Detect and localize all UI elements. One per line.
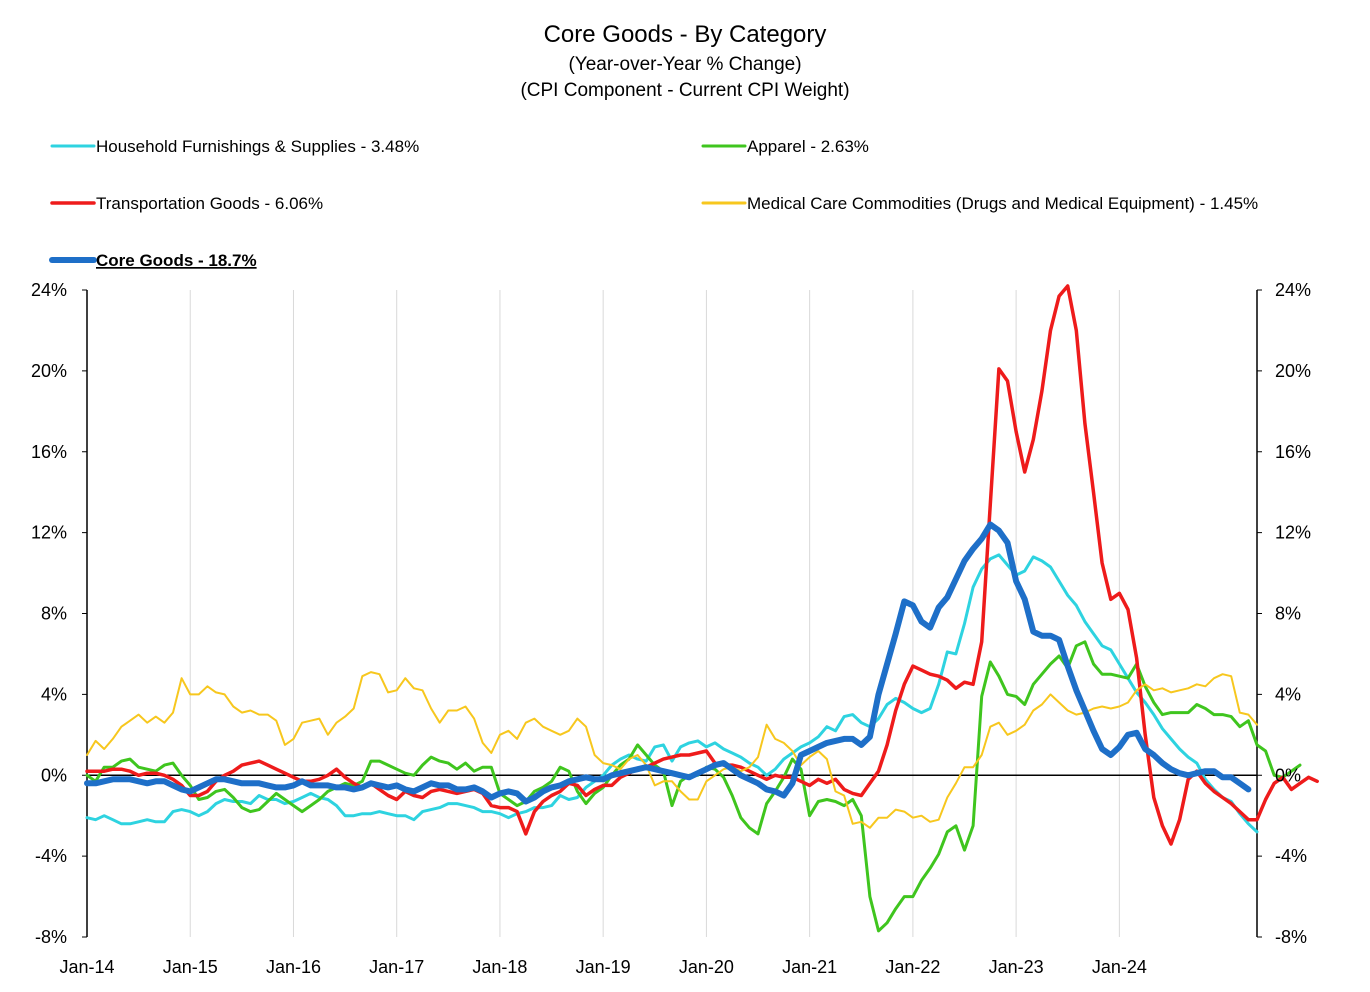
- x-tick-label: Jan-15: [163, 957, 218, 977]
- x-tick-label: Jan-21: [782, 957, 837, 977]
- chart-title: Core Goods - By Category: [544, 21, 827, 48]
- axes: [82, 289, 1262, 938]
- y-tick-label-right: -4%: [1275, 846, 1307, 866]
- legend-label-transportation-goods: Transportation Goods - 6.06%: [96, 194, 323, 213]
- series-line-medical-care-commodities-drugs-and-medical-equipment: [86, 671, 1258, 829]
- series-line-household-furnishings-supplies: [85, 553, 1259, 834]
- legend-label-medical-care-commodities-drugs-and-medical-equipment: Medical Care Commodities (Drugs and Medi…: [747, 194, 1258, 213]
- y-tick-label-right: 8%: [1275, 604, 1301, 624]
- chart-subtitle-line-1: (Year-over-Year % Change): [568, 54, 801, 75]
- legend-label-household-furnishings-supplies: Household Furnishings & Supplies - 3.48%: [96, 137, 419, 156]
- gridlines: [189, 290, 1120, 937]
- series-line-transportation-goods: [85, 284, 1319, 846]
- y-tick-label-left: 20%: [31, 361, 67, 381]
- x-tick-label: Jan-14: [59, 957, 114, 977]
- y-tick-label-left: 4%: [41, 684, 67, 704]
- x-tick-label: Jan-24: [1092, 957, 1147, 977]
- y-tick-label-left: 8%: [41, 604, 67, 624]
- y-tick-label-left: -8%: [35, 927, 67, 947]
- legend: Household Furnishings & Supplies - 3.48%…: [49, 137, 1258, 270]
- legend-label-apparel: Apparel - 2.63%: [747, 137, 869, 156]
- y-tick-label-right: 20%: [1275, 361, 1311, 381]
- x-tick-label: Jan-20: [679, 957, 734, 977]
- y-tick-label-right: 4%: [1275, 684, 1301, 704]
- y-tick-label-left: -4%: [35, 846, 67, 866]
- y-tick-label-right: 12%: [1275, 523, 1311, 543]
- x-tick-label: Jan-19: [576, 957, 631, 977]
- y-tick-label-left: 12%: [31, 523, 67, 543]
- x-tick-label: Jan-18: [472, 957, 527, 977]
- y-tick-label-right: 24%: [1275, 280, 1311, 300]
- x-tick-label: Jan-23: [989, 957, 1044, 977]
- x-tick-label: Jan-17: [369, 957, 424, 977]
- x-tick-label: Jan-16: [266, 957, 321, 977]
- legend-label-core-goods: Core Goods - 18.7%: [96, 251, 257, 270]
- y-tick-label-left: 24%: [31, 280, 67, 300]
- series-line-core-goods: [84, 521, 1252, 805]
- y-tick-label-right: 16%: [1275, 442, 1311, 462]
- tick-labels: Jan-14 Jan-15 Jan-16 Jan-17 Jan-18 Jan-19 Jan-…: [31, 280, 1311, 977]
- series-layer: [84, 284, 1319, 933]
- y-tick-label-left: 0%: [41, 765, 67, 785]
- chart-subtitle-line-2: (CPI Component - Current CPI Weight): [520, 80, 849, 101]
- y-tick-label-left: 16%: [31, 442, 67, 462]
- y-tick-label-right: -8%: [1275, 927, 1307, 947]
- y-tick-label-right: 0%: [1275, 765, 1301, 785]
- x-tick-label: Jan-22: [885, 957, 940, 977]
